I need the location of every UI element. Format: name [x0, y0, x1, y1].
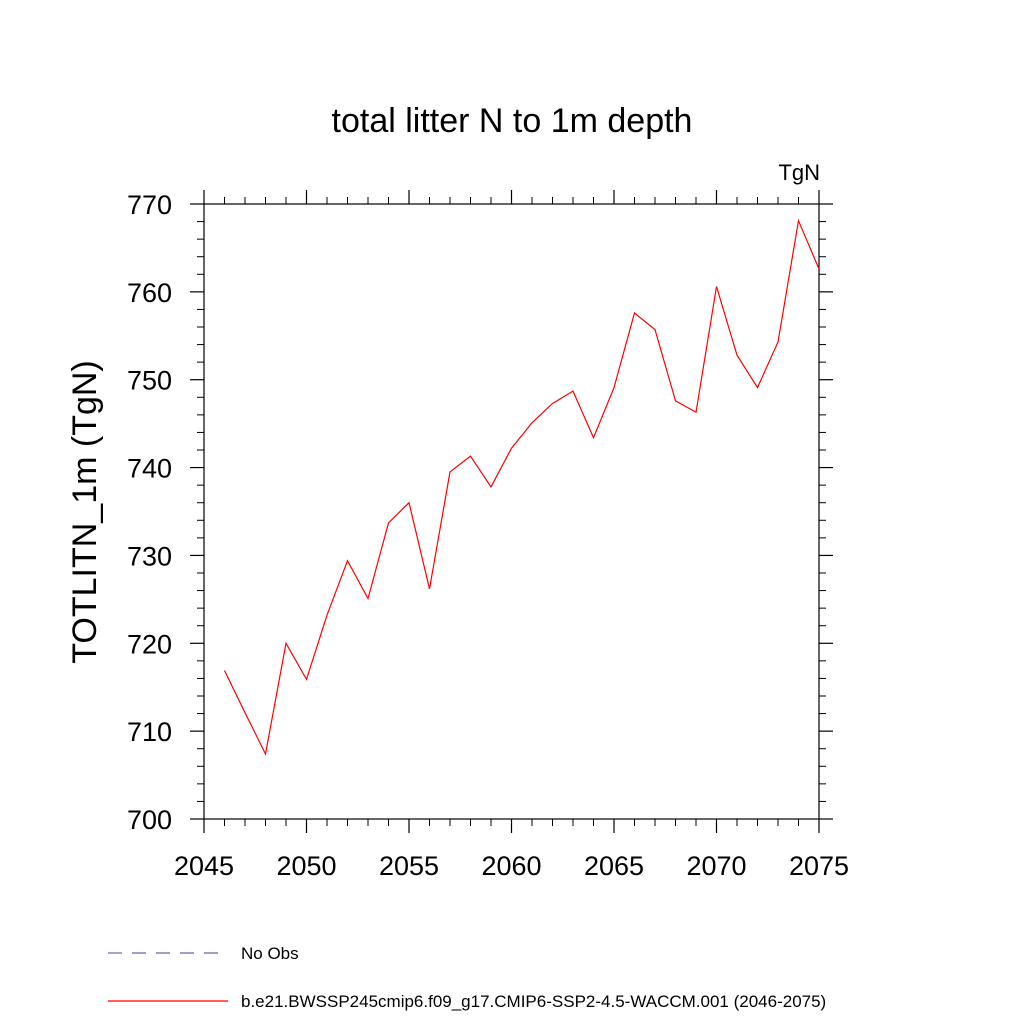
x-tick-label: 2065: [584, 851, 644, 881]
x-tick-label: 2075: [789, 851, 849, 881]
x-tick-label: 2070: [686, 851, 746, 881]
x-tick-label: 2060: [481, 851, 541, 881]
x-tick-labels: 2045 2050 2055 2060 2065 2070 2075: [174, 851, 849, 881]
x-tick-label: 2045: [174, 851, 234, 881]
legend-label-1: No Obs: [241, 944, 299, 963]
y-tick-label: 740: [127, 454, 172, 484]
y-tick-label: 700: [127, 805, 172, 835]
y-tick-label: 730: [127, 541, 172, 571]
y-axis-label: TOTLITN_1m (TgN): [66, 360, 104, 664]
units-label: TgN: [778, 160, 820, 185]
chart-title: total litter N to 1m depth: [332, 102, 693, 140]
y-tick-label: 770: [127, 190, 172, 220]
y-tick-label: 710: [127, 717, 172, 747]
y-tick-label: 760: [127, 278, 172, 308]
y-tick-label: 750: [127, 366, 172, 396]
legend: No Obs b.e21.BWSSP245cmip6.f09_g17.CMIP6-…: [108, 944, 826, 1011]
y-tick-label: 720: [127, 629, 172, 659]
x-tick-label: 2055: [379, 851, 439, 881]
series-layer: [223, 218, 820, 756]
y-tick-labels: 700 710 720 730 740 750 760 770: [127, 190, 172, 835]
axis-ticks: [190, 190, 833, 833]
series-line-0: [223, 218, 820, 756]
plot-frame: [203, 203, 820, 820]
legend-label-0: b.e21.BWSSP245cmip6.f09_g17.CMIP6-SSP2-4…: [241, 992, 826, 1011]
x-tick-label: 2050: [276, 851, 336, 881]
